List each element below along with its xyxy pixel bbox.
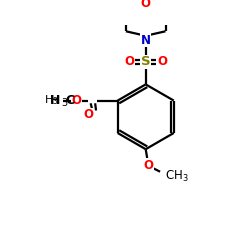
Text: CH$_3$: CH$_3$ xyxy=(164,169,188,184)
Text: S: S xyxy=(141,56,150,68)
Text: 3: 3 xyxy=(61,98,67,108)
Text: O: O xyxy=(84,108,94,122)
Text: O: O xyxy=(157,56,167,68)
Text: C: C xyxy=(66,94,74,107)
Text: H$_3$: H$_3$ xyxy=(44,94,58,108)
Text: N: N xyxy=(141,34,151,47)
Text: O: O xyxy=(124,56,134,68)
Text: O: O xyxy=(141,0,151,10)
Text: O: O xyxy=(144,159,154,172)
Text: O: O xyxy=(71,94,81,107)
Text: H: H xyxy=(50,94,60,107)
